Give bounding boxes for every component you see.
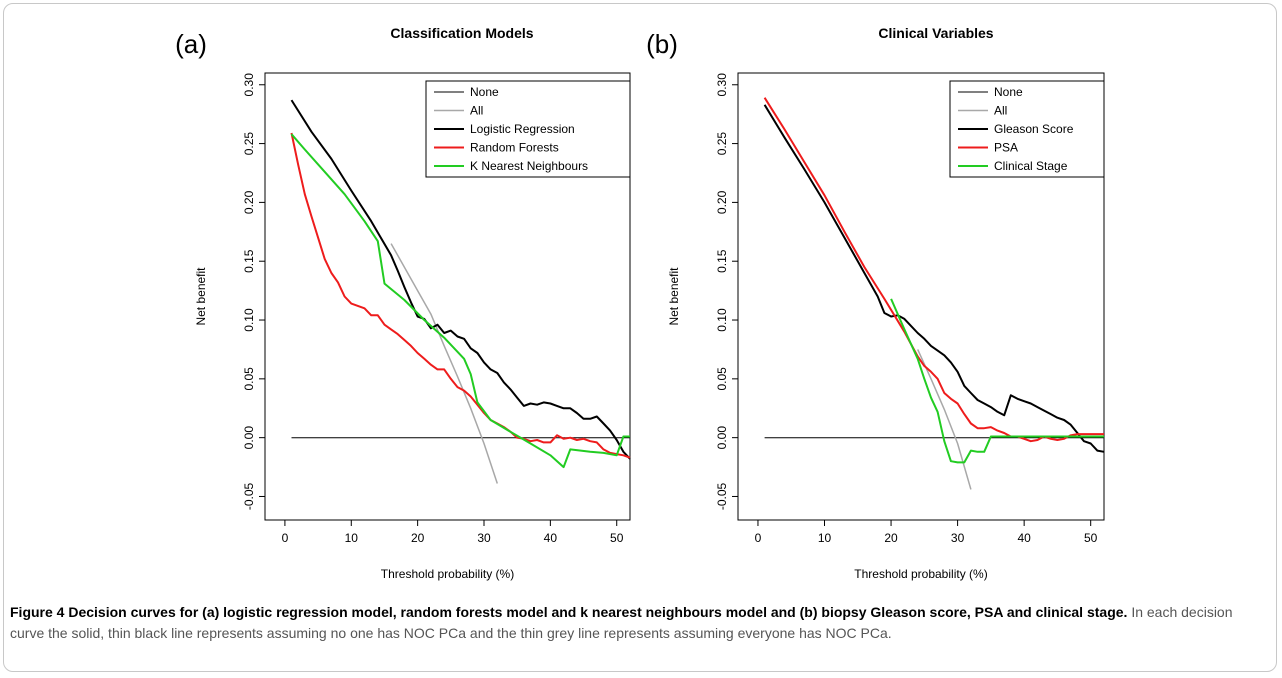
y-tick-label: 0.30 <box>715 73 729 97</box>
caption-text: In each decision curve the solid, thin b… <box>10 604 1233 641</box>
y-tick-label: -0.05 <box>242 482 256 510</box>
legend-label: None <box>470 85 499 99</box>
figure-caption: Figure 4 Decision curves for (a) logisti… <box>10 602 1268 644</box>
y-tick-label: -0.05 <box>715 482 729 510</box>
x-tick-label: 10 <box>818 531 832 545</box>
series-line-all <box>390 243 499 484</box>
chart-panel-a: (a) Classification Models 0 10 20 30 40 50 -0.05… <box>175 25 631 581</box>
legend-label: Logistic Regression <box>470 122 575 136</box>
x-tick-label: 50 <box>610 531 624 545</box>
caption-bold: Figure 4 Decision curves for (a) logisti… <box>10 604 1128 620</box>
x-tick-label: 30 <box>477 531 491 545</box>
legend-label: None <box>994 85 1023 99</box>
y-axis-label: Net benefit <box>194 267 208 326</box>
legend-label: PSA <box>994 141 1018 155</box>
y-tick-label: 0.20 <box>242 190 256 214</box>
x-tick-label: 30 <box>951 531 965 545</box>
y-tick-label: 0.15 <box>715 249 729 273</box>
x-axis-label: Threshold probability (%) <box>381 567 514 581</box>
y-tick-label: 0.15 <box>242 249 256 273</box>
legend-label: Random Forests <box>470 141 559 155</box>
y-tick-label: 0.10 <box>715 308 729 332</box>
plot-area <box>264 72 631 521</box>
chart-title: Classification Models <box>390 25 533 41</box>
legend-label: Clinical Stage <box>994 159 1068 173</box>
series-line-random-forests <box>290 132 631 459</box>
y-tick-label: 0.05 <box>242 367 256 391</box>
x-tick-label: 50 <box>1084 531 1098 545</box>
x-tick-label: 0 <box>282 531 289 545</box>
y-tick-label: 0.00 <box>242 426 256 450</box>
x-tick-label: 20 <box>884 531 898 545</box>
legend-label: K Nearest Neighbours <box>470 159 588 173</box>
legend-label: All <box>994 104 1007 118</box>
series-line-all <box>917 349 972 490</box>
plot-area <box>737 72 1105 521</box>
series-line-logistic-regression <box>290 99 631 460</box>
panel-label: (a) <box>175 29 207 59</box>
x-tick-label: 40 <box>1017 531 1031 545</box>
panel-label: (b) <box>646 29 678 59</box>
y-tick-label: 0.10 <box>242 308 256 332</box>
series-line-clinical-stage <box>890 298 1104 464</box>
x-axis-label: Threshold probability (%) <box>854 567 987 581</box>
legend-label: Gleason Score <box>994 122 1074 136</box>
x-tick-label: 40 <box>544 531 558 545</box>
y-tick-label: 0.30 <box>242 73 256 97</box>
x-tick-label: 0 <box>755 531 762 545</box>
x-tick-label: 20 <box>411 531 425 545</box>
x-tick-label: 10 <box>345 531 359 545</box>
y-tick-label: 0.05 <box>715 367 729 391</box>
y-tick-label: 0.00 <box>715 426 729 450</box>
series-line-k-nearest-neighbours <box>290 133 630 469</box>
charts-canvas: (a) Classification Models 0 10 20 30 40 50 -0.05… <box>175 25 1105 581</box>
y-tick-label: 0.25 <box>242 132 256 156</box>
chart-title: Clinical Variables <box>878 25 993 41</box>
y-tick-label: 0.20 <box>715 190 729 214</box>
legend-label: All <box>470 104 483 118</box>
series-line-gleason-score <box>763 104 1105 453</box>
chart-panel-b: (b) Clinical Variables 0 10 20 30 40 50 -0.05 0.0… <box>646 25 1105 581</box>
series-line-psa <box>763 97 1104 443</box>
y-axis-label: Net benefit <box>667 267 681 326</box>
y-tick-label: 0.25 <box>715 132 729 156</box>
